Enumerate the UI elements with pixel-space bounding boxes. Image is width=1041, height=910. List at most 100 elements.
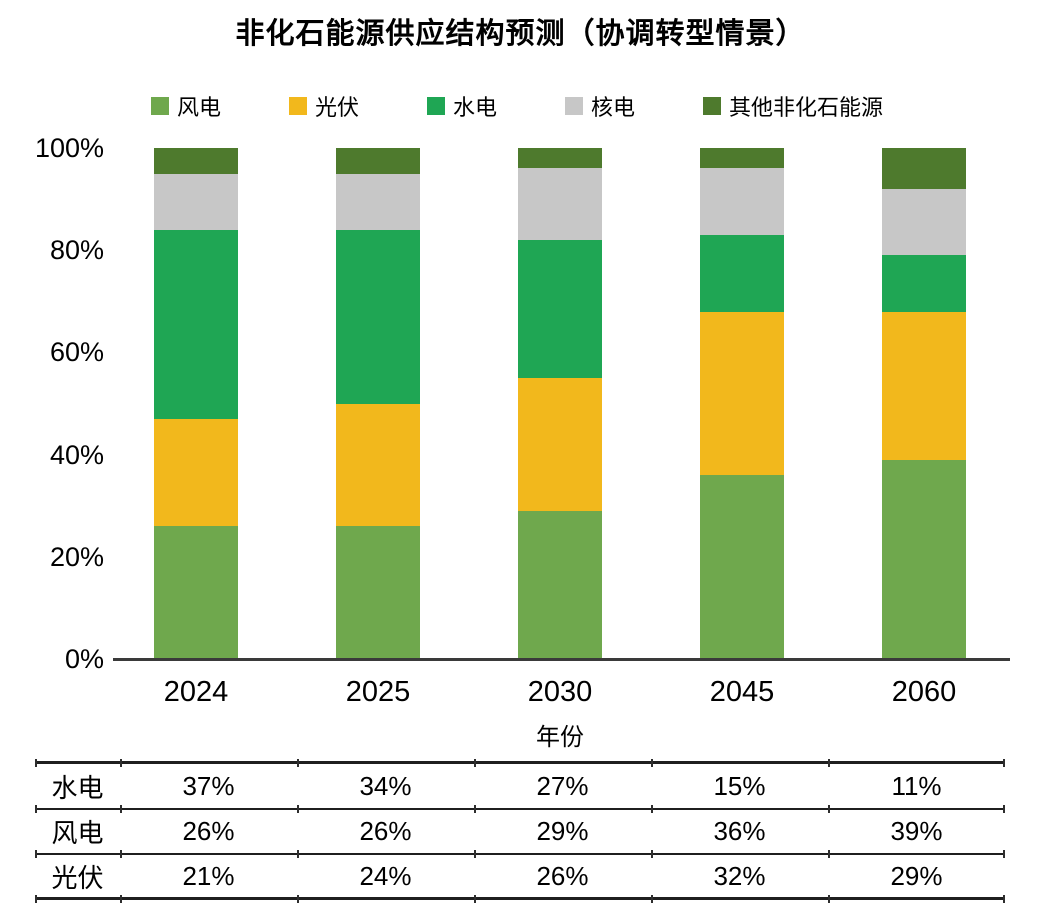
table-cell-value: 26% [182,816,235,846]
table-row-label: 水电 [51,772,104,803]
table-cell-value: 34% [359,770,412,801]
bar-segment [882,148,966,189]
legend-item: 水电 [427,90,565,122]
bar-segment [336,403,420,527]
bar-segment [518,510,602,659]
bar-segment [700,234,784,312]
table-cell-value: 15% [713,770,766,801]
table-border-tick [651,850,653,858]
table-border-tick [297,894,299,903]
table-border-tick [651,805,653,813]
legend-item: 光伏 [289,90,427,122]
legend-label: 水电 [453,95,498,120]
bar-segment [700,311,784,476]
legend-swatch-icon [427,97,445,115]
table-border-line [35,761,1005,764]
table-border-tick [828,805,830,813]
table-cell-value: 26% [536,860,589,891]
bar-segment [336,229,420,404]
table-border-tick [120,850,122,858]
bar-2030 [518,148,602,659]
x-tick-label: 2025 [345,676,411,708]
table-border-tick [651,758,653,767]
table-border-tick [1003,894,1005,903]
table-border-line [35,853,1005,855]
chart-title: 非化石能源供应结构预测（协调转型情景） [235,18,806,50]
legend-item: 风电 [151,90,289,122]
bar-segment [882,188,966,256]
table-border-tick [297,758,299,767]
table-border-tick [474,758,476,767]
legend-item: 核电 [565,90,703,122]
table-border-line [35,897,1005,900]
legend-label: 风电 [177,95,222,120]
table-border-tick [1003,850,1005,858]
legend-swatch-icon [703,97,721,115]
table-border-tick [1003,805,1005,813]
legend-item: 其他非化石能源 [703,90,883,122]
bar-segment [336,173,420,230]
bar-segment [518,148,602,169]
bar-segment [882,255,966,312]
table-row-label: 光伏 [51,862,104,893]
bar-segment [518,168,602,240]
legend-label: 光伏 [315,95,360,120]
table-border-tick [474,894,476,903]
table-cell-value: 26% [359,816,412,846]
bar-segment [154,418,238,527]
table-border-tick [828,850,830,858]
table-cell-value: 21% [182,860,235,891]
bar-2025 [336,148,420,659]
legend: 风电 光伏 水电 核电 其他非化石能源 [151,90,883,122]
x-axis-title: 年份 [536,724,584,751]
table-border-tick [35,805,37,813]
y-tick-label: 20% [49,541,104,572]
legend-label: 其他非化石能源 [729,95,884,120]
table-border-tick [474,850,476,858]
table-cell-value: 39% [890,816,943,846]
table-cell-value: 29% [890,860,943,891]
y-tick-label: 60% [49,337,104,368]
bar-2045 [700,148,784,659]
table-border-tick [35,894,37,903]
x-tick-label: 2045 [709,676,775,708]
table-border-tick [35,758,37,767]
legend-swatch-icon [565,97,583,115]
table-row-label: 风电 [51,818,104,848]
table-cell-value: 27% [536,770,589,801]
table-cell-value: 11% [891,770,942,801]
bar-segment [154,229,238,419]
table-cell-value: 24% [359,860,412,891]
bar-segment [518,239,602,378]
bar-segment [882,459,966,659]
bar-segment [700,168,784,235]
table-border-tick [828,894,830,903]
x-axis-line [113,658,1010,661]
y-tick-label: 0% [64,644,104,674]
bar-segment [336,148,420,174]
table-border-tick [474,805,476,813]
y-tick-label: 40% [49,439,104,470]
bar-segment [154,148,238,174]
table-border-tick [35,850,37,858]
bar-segment [336,526,420,659]
table-row: 光伏 21% 24% 26% 32% 29% [35,855,1005,897]
x-tick-label: 2024 [163,676,229,708]
bar-segment [518,377,602,511]
table-border-tick [120,894,122,903]
x-tick-label: 2060 [891,676,957,708]
table-border-line [35,808,1005,810]
legend-swatch-icon [289,97,307,115]
y-tick-label: 80% [49,235,104,266]
table-border-tick [1003,758,1005,767]
bar-2024 [154,148,238,659]
x-tick-label: 2030 [527,676,593,708]
table-row: 风电 26% 26% 29% 36% 39% [35,810,1005,853]
table-cell-value: 37% [182,770,235,801]
table-border-tick [297,805,299,813]
bar-segment [700,475,784,659]
table-row: 水电 37% 34% 27% 15% 11% [35,764,1005,808]
bar-2060 [882,148,966,659]
table-border-tick [297,850,299,858]
